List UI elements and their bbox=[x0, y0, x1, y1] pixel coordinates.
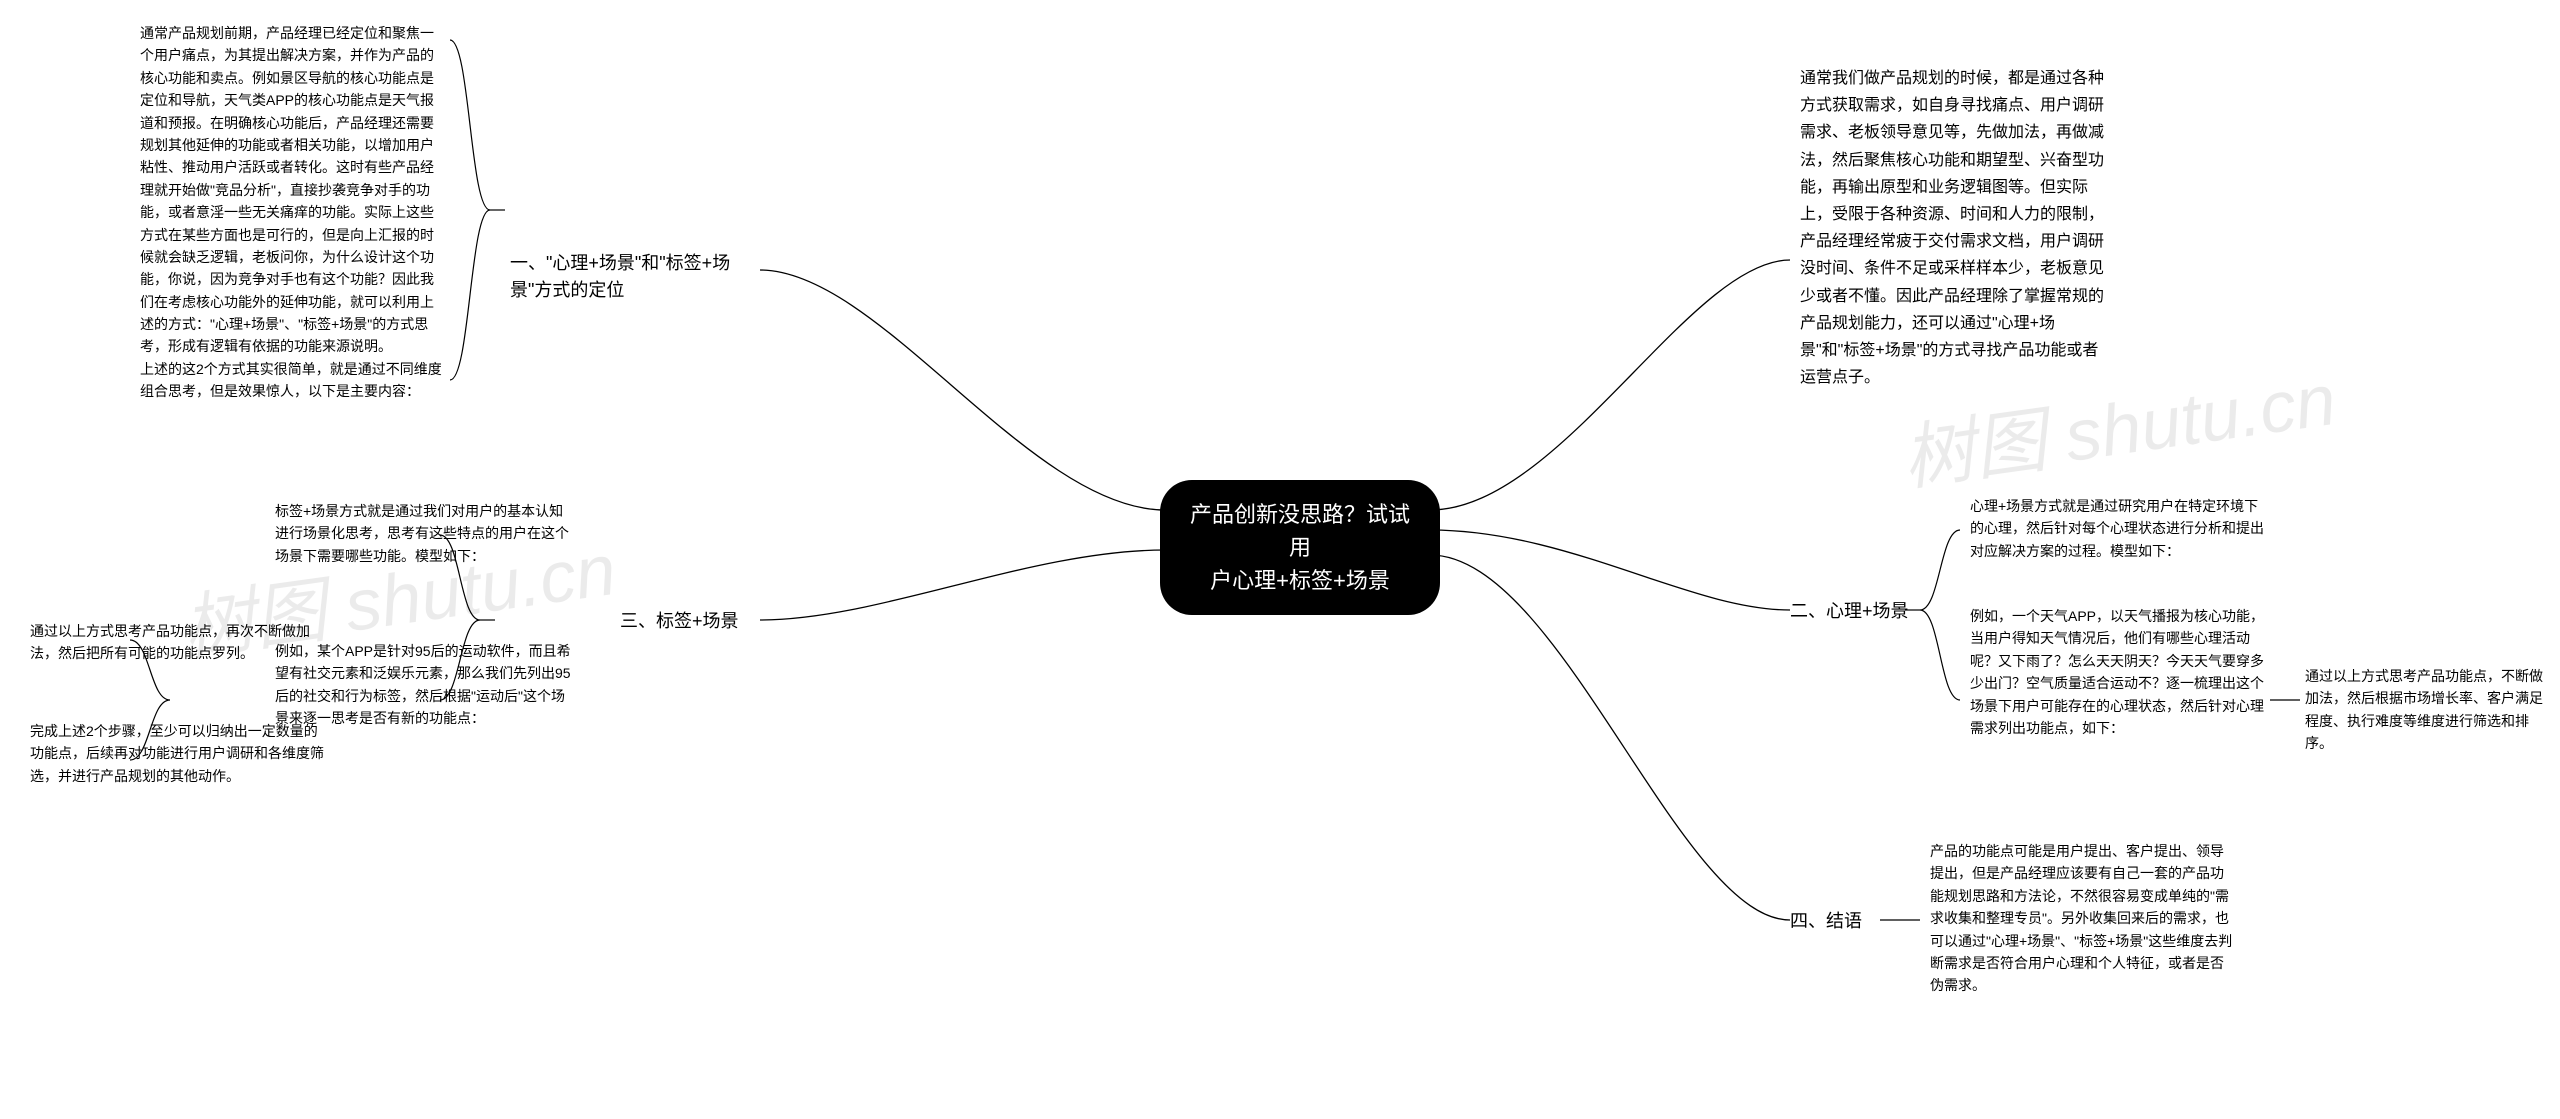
center-line1: 产品创新没思路？试试用 bbox=[1190, 498, 1410, 564]
branch4-leaf: 产品的功能点可能是用户提出、客户提出、领导提出，但是产品经理应该要有自己一套的产… bbox=[1930, 840, 2235, 997]
center-line2: 户心理+标签+场景 bbox=[1190, 564, 1410, 597]
branch2-leaf2: 例如，一个天气APP，以天气播报为核心功能，当用户得知天气情况后，他们有哪些心理… bbox=[1970, 605, 2270, 739]
branch4-label: 四、结语 bbox=[1790, 908, 1880, 935]
branch3-leaf1: 标签+场景方式就是通过我们对用户的基本认知进行场景化思考，思考有这些特点的用户在… bbox=[275, 500, 575, 567]
branch3-leaf3: 通过以上方式思考产品功能点，再次不断做加法，然后把所有可能的功能点罗列。 bbox=[30, 620, 330, 665]
branch2-leaf3: 通过以上方式思考产品功能点，不断做加法，然后根据市场增长率、客户满足程度、执行难… bbox=[2305, 665, 2545, 755]
branch2-leaf1: 心理+场景方式就是通过研究用户在特定环境下的心理，然后针对每个心理状态进行分析和… bbox=[1970, 495, 2270, 562]
center-node: 产品创新没思路？试试用 户心理+标签+场景 bbox=[1160, 480, 1440, 615]
branch2-label: 二、心理+场景 bbox=[1790, 598, 1920, 625]
branch3-label: 三、标签+场景 bbox=[620, 608, 760, 635]
branch1-leaf2: 上述的这2个方式其实很简单，就是通过不同维度组合思考，但是效果惊人，以下是主要内… bbox=[140, 358, 445, 403]
branch3-leaf4: 完成上述2个步骤，至少可以归纳出一定数量的功能点，后续再对功能进行用户调研和各维… bbox=[30, 720, 330, 787]
branch1-leaf1: 通常产品规划前期，产品经理已经定位和聚焦一个用户痛点，为其提出解决方案，并作为产… bbox=[140, 22, 445, 358]
intro-leaf: 通常我们做产品规划的时候，都是通过各种方式获取需求，如自身寻找痛点、用户调研需求… bbox=[1800, 65, 2110, 391]
branch1-label: 一、"心理+场景"和"标签+场景"方式的定位 bbox=[510, 250, 770, 304]
